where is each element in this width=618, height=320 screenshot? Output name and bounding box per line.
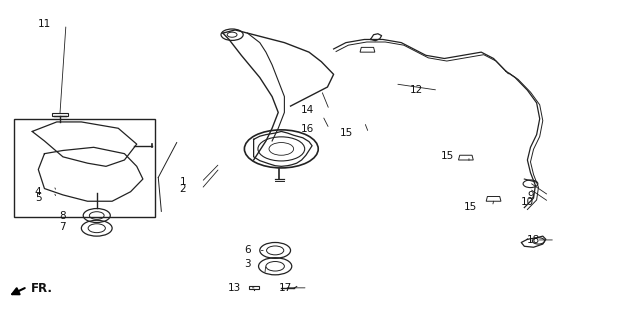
Text: 15: 15 bbox=[441, 151, 454, 161]
Text: 15: 15 bbox=[340, 128, 353, 138]
Text: 5: 5 bbox=[35, 193, 41, 203]
Text: 15: 15 bbox=[464, 202, 477, 212]
Text: 8: 8 bbox=[59, 211, 66, 221]
Text: 12: 12 bbox=[410, 85, 423, 95]
Text: 13: 13 bbox=[228, 283, 241, 293]
Text: 18: 18 bbox=[527, 235, 540, 245]
Text: 11: 11 bbox=[37, 19, 51, 29]
Bar bbox=[14, 119, 155, 217]
Text: 10: 10 bbox=[520, 197, 533, 207]
Text: 17: 17 bbox=[279, 283, 292, 293]
Text: 6: 6 bbox=[244, 245, 250, 255]
Text: 3: 3 bbox=[244, 259, 250, 269]
Text: 7: 7 bbox=[59, 222, 66, 232]
Text: 16: 16 bbox=[301, 124, 314, 134]
Text: 4: 4 bbox=[35, 187, 41, 197]
Text: 1: 1 bbox=[179, 177, 186, 187]
Text: FR.: FR. bbox=[31, 282, 53, 295]
Text: 14: 14 bbox=[301, 105, 314, 115]
Text: 2: 2 bbox=[179, 184, 186, 194]
Text: 9: 9 bbox=[527, 190, 533, 201]
